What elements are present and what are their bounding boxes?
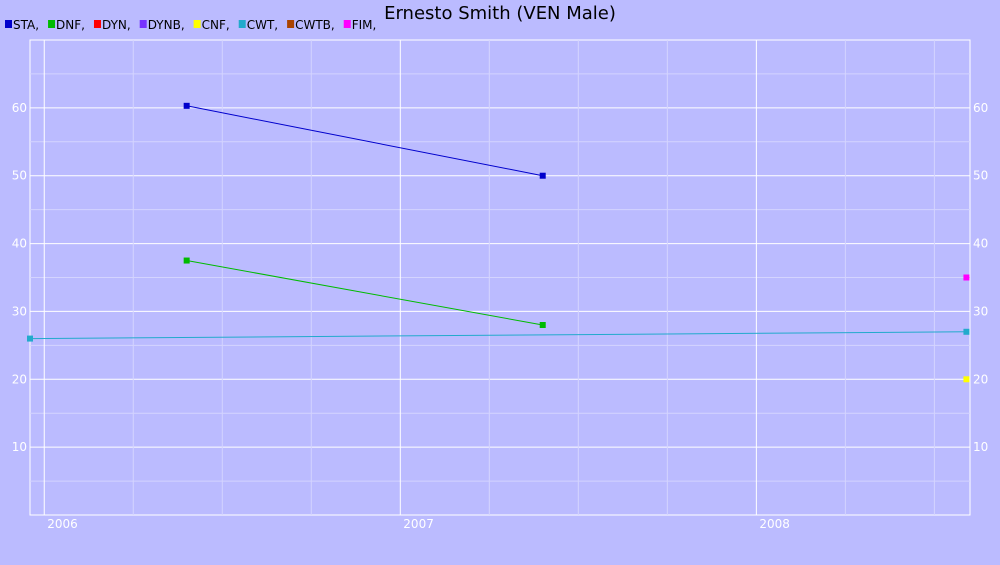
legend-swatch xyxy=(93,20,101,28)
legend-label: DYNB, xyxy=(148,18,185,32)
y-tick-label-right: 40 xyxy=(973,237,988,251)
series-line xyxy=(29,331,967,340)
y-tick-label-right: 20 xyxy=(973,372,988,386)
data-point xyxy=(27,335,33,342)
legend-swatch xyxy=(139,20,147,28)
y-tick-label-left: 10 xyxy=(12,440,27,454)
y-tick-label-left: 60 xyxy=(12,101,27,115)
series-line xyxy=(186,105,543,177)
x-tick-label: 2007 xyxy=(403,517,434,531)
y-tick-label-left: 50 xyxy=(12,169,27,183)
legend-swatch xyxy=(48,20,56,28)
grid xyxy=(29,39,971,516)
legend-label: DNF, xyxy=(56,18,85,32)
y-tick-label-right: 10 xyxy=(973,440,988,454)
legend-swatch xyxy=(287,20,295,28)
data-point xyxy=(183,102,190,109)
y-tick-label-right: 60 xyxy=(973,101,988,115)
y-tick-label-right: 30 xyxy=(973,304,988,318)
legend-label: CNF, xyxy=(202,18,230,32)
data-point xyxy=(539,172,546,179)
y-tick-label-left: 30 xyxy=(12,304,27,318)
series-line xyxy=(186,260,543,326)
y-tick-label-right: 50 xyxy=(973,169,988,183)
series-layer xyxy=(27,102,970,383)
y-tick-label-left: 20 xyxy=(12,372,27,386)
x-tick-label: 2006 xyxy=(47,517,78,531)
data-point xyxy=(963,328,970,335)
legend-label: STA, xyxy=(13,18,39,32)
data-point xyxy=(963,376,970,383)
legend-swatch xyxy=(193,20,201,28)
legend-label: FIM, xyxy=(352,18,377,32)
data-point xyxy=(539,322,546,328)
legend-label: CWTB, xyxy=(295,18,335,32)
x-tick-label: 2008 xyxy=(759,517,790,531)
y-tick-label-left: 40 xyxy=(12,237,27,251)
legend-swatch xyxy=(238,20,246,28)
axes: 10 10 20 20 30 30 40 40 50 50 60 60 2006 2007 2008 xyxy=(12,101,989,531)
legend-label: DYN, xyxy=(102,18,131,32)
chart-title: Ernesto Smith (VEN Male) xyxy=(384,3,616,24)
legend-label: CWT, xyxy=(247,18,278,32)
legend-swatch xyxy=(5,20,12,28)
legend: STA, DNF, DYN, DYNB, CNF, CWT, CWTB, FIM, xyxy=(5,18,376,32)
legend-swatch xyxy=(343,20,351,28)
data-point xyxy=(963,274,970,281)
data-point xyxy=(183,257,190,264)
